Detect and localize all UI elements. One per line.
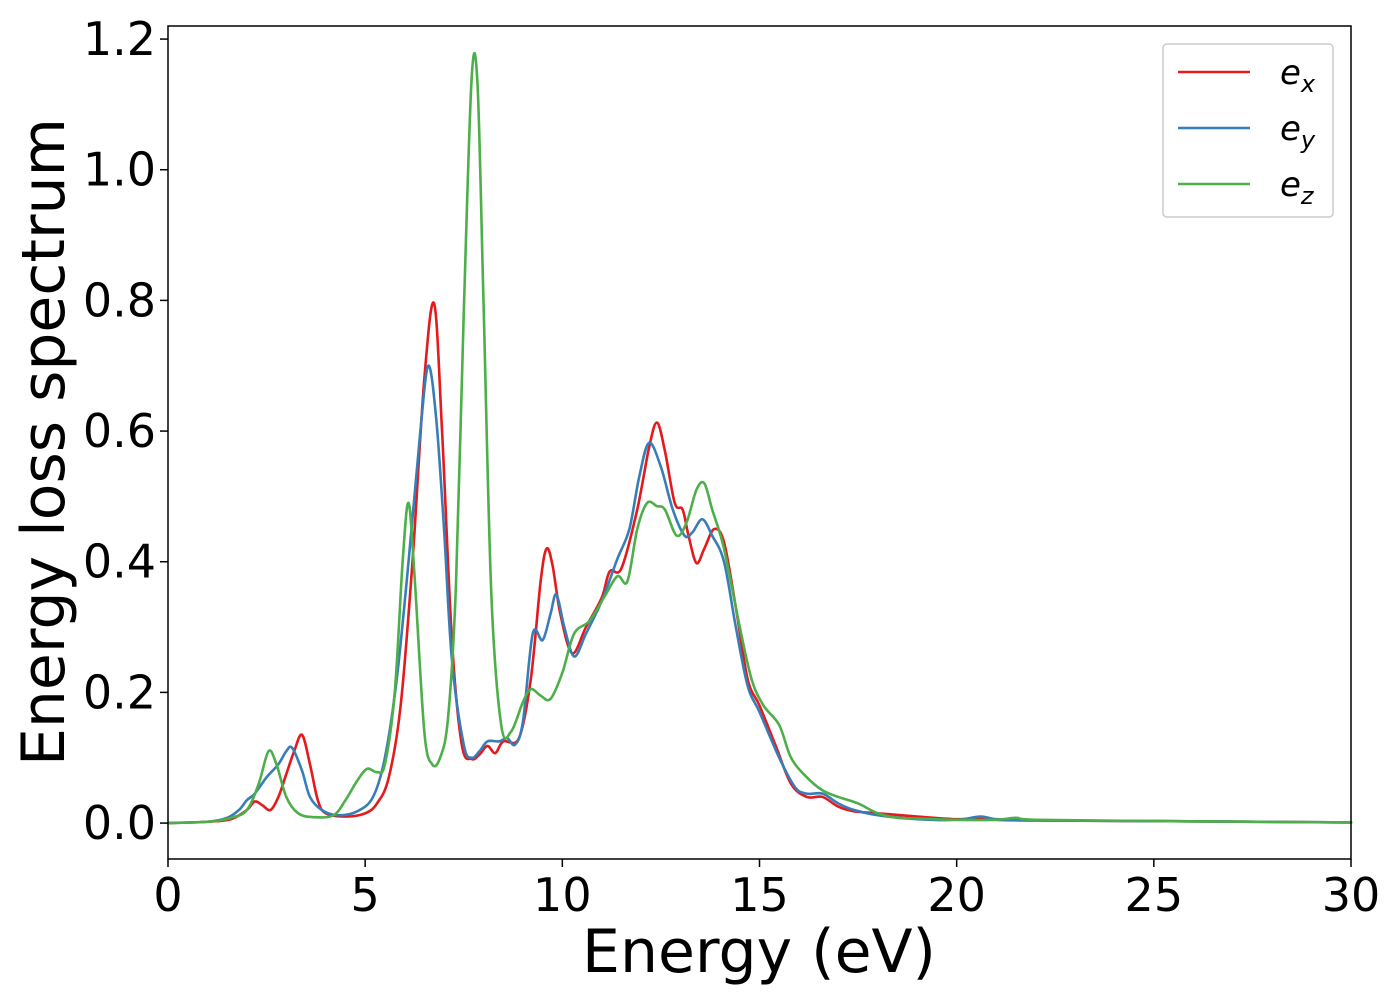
series-line-ex [166, 301, 1353, 825]
y-tick-label: 0.2 [83, 665, 156, 719]
x-tick-label: 10 [533, 868, 592, 922]
y-tick-label: 0.4 [83, 535, 156, 589]
series-line-ey [166, 364, 1353, 825]
x-tick-label: 25 [1125, 868, 1184, 922]
legend-label-ez: ez [1280, 165, 1315, 210]
series-line-ez [166, 52, 1353, 825]
legend-box [1162, 43, 1334, 218]
x-axis-label: Energy (eV) [582, 917, 936, 987]
y-tick-label: 0.6 [83, 404, 156, 458]
legend: ex ey ez [1162, 43, 1334, 218]
y-axis-label: Energy loss spectrum [9, 118, 79, 766]
x-tick-label: 30 [1322, 868, 1381, 922]
legend-label-ey: ey [1280, 109, 1316, 154]
y-tick-label: 1.0 [83, 143, 156, 197]
x-tick-label: 0 [153, 868, 182, 922]
x-axis-ticks: 0 5 10 15 20 25 30 [153, 859, 1380, 922]
x-tick-label: 15 [730, 868, 789, 922]
series-layer [166, 52, 1353, 825]
y-axis-ticks: 0.0 0.2 0.4 0.6 0.8 1.0 1.2 [83, 12, 168, 850]
x-tick-label: 20 [927, 868, 986, 922]
y-tick-label: 0.8 [83, 273, 156, 327]
y-tick-label: 0.0 [83, 796, 156, 850]
x-tick-label: 5 [351, 868, 380, 922]
legend-label-ex: ex [1280, 53, 1316, 98]
y-tick-label: 1.2 [83, 12, 156, 66]
